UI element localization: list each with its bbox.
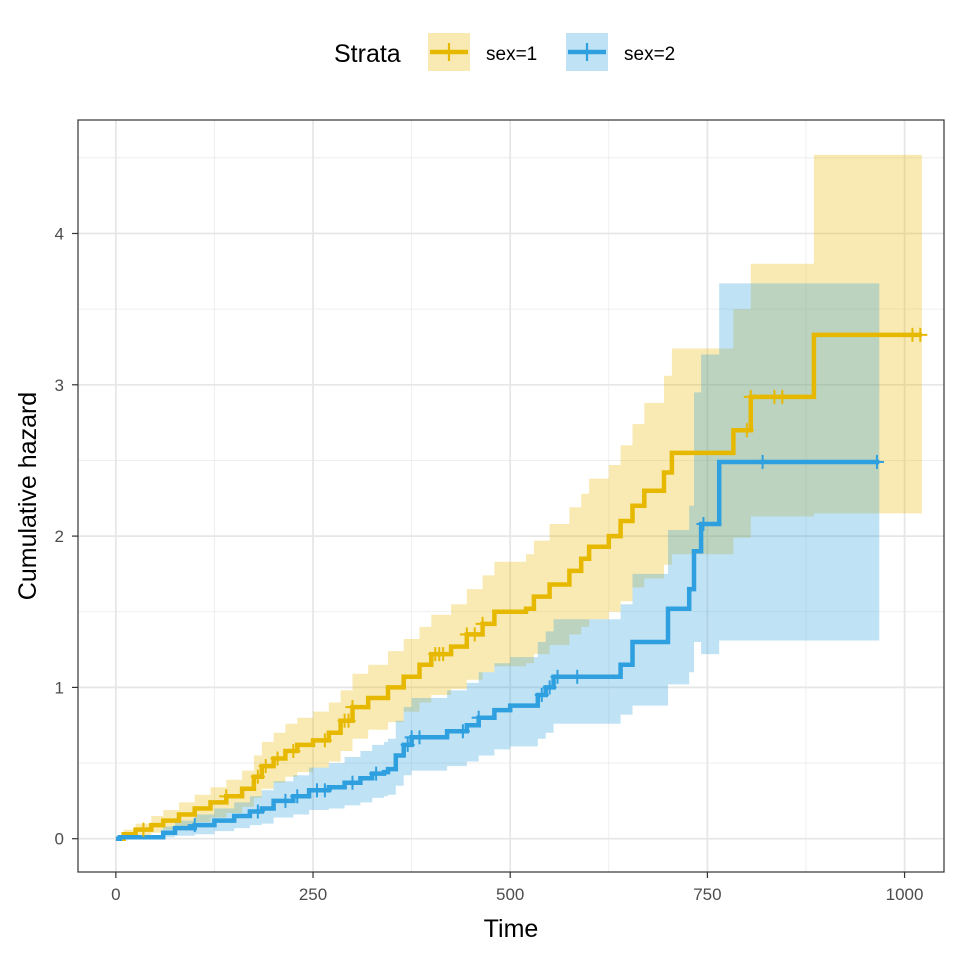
x-tick-label: 750 <box>693 885 721 904</box>
censor-mark-sex1 <box>136 822 151 837</box>
censor-mark-sex1 <box>345 700 360 715</box>
censor-mark-sex1 <box>250 769 265 784</box>
x-tick-label: 1000 <box>886 885 924 904</box>
legend: Strata sex=1 sex=2 <box>334 33 675 71</box>
censor-mark-sex2 <box>471 710 486 725</box>
confidence-bands <box>115 154 922 839</box>
grid <box>78 120 944 872</box>
censor-mark-sex2 <box>290 789 305 804</box>
plot-panel <box>77 119 945 873</box>
censor-mark-sex2 <box>534 687 549 702</box>
legend-label-sex2: sex=2 <box>624 44 675 65</box>
censor-mark-sex2 <box>550 669 565 684</box>
censor-mark-sex2 <box>455 724 470 739</box>
legend-label-sex1: sex=1 <box>486 44 537 65</box>
hazard-line-sex2 <box>115 459 880 841</box>
y-tick-label: 0 <box>55 830 64 849</box>
censor-mark-sex2 <box>570 669 585 684</box>
censor-mark-sex2 <box>542 680 557 695</box>
censor-mark-sex1 <box>219 789 234 804</box>
censor-mark-sex2 <box>369 766 384 781</box>
censor-mark-sex1 <box>341 713 356 728</box>
censor-mark-sex1 <box>258 759 273 774</box>
confidence-band-sex1 <box>115 154 922 839</box>
censor-mark-sex1 <box>467 627 482 642</box>
censor-mark-sex2 <box>187 818 202 833</box>
censor-mark-sex1 <box>913 327 928 342</box>
confidence-band-sex2 <box>115 283 880 839</box>
censor-mark-sex2 <box>400 737 415 752</box>
censor-mark-sex2 <box>696 516 711 531</box>
y-tick-label: 2 <box>55 527 64 546</box>
censor-mark-sex2 <box>317 783 332 798</box>
x-tick-label: 0 <box>111 885 120 904</box>
censor-mark-sex1 <box>317 733 332 748</box>
y-tick-label: 4 <box>55 224 64 243</box>
panel-border <box>77 119 945 873</box>
censor-mark-sex2 <box>278 793 293 808</box>
censor-mark-sex2 <box>250 804 265 819</box>
censor-mark-sex2 <box>755 454 770 469</box>
x-tick-label: 500 <box>496 885 524 904</box>
x-axis-title: Time <box>484 915 539 943</box>
legend-title: Strata <box>334 40 401 68</box>
y-tick-label: 3 <box>55 376 64 395</box>
censor-mark-sex2 <box>869 454 884 469</box>
censor-mark-sex1 <box>475 616 490 631</box>
hazard-lines <box>115 332 922 841</box>
hazard-line-sex1 <box>115 332 922 841</box>
censor-mark-sex1 <box>739 423 754 438</box>
y-axis-title: Cumulative hazard <box>14 392 42 600</box>
y-axis: 0 1 2 3 4 <box>55 224 78 849</box>
x-tick-label: 250 <box>299 885 327 904</box>
censor-mark-sex2 <box>412 730 427 745</box>
censor-mark-sex1 <box>743 389 758 404</box>
y-tick-label: 1 <box>55 678 64 697</box>
censor-mark-sex2 <box>345 775 360 790</box>
censor-mark-sex1 <box>270 751 285 766</box>
censor-mark-sex1 <box>436 647 451 662</box>
censor-marks <box>136 327 928 837</box>
censor-mark-sex1 <box>286 743 301 758</box>
x-axis: 0 250 500 750 1000 <box>111 872 923 904</box>
censor-mark-sex1 <box>775 389 790 404</box>
